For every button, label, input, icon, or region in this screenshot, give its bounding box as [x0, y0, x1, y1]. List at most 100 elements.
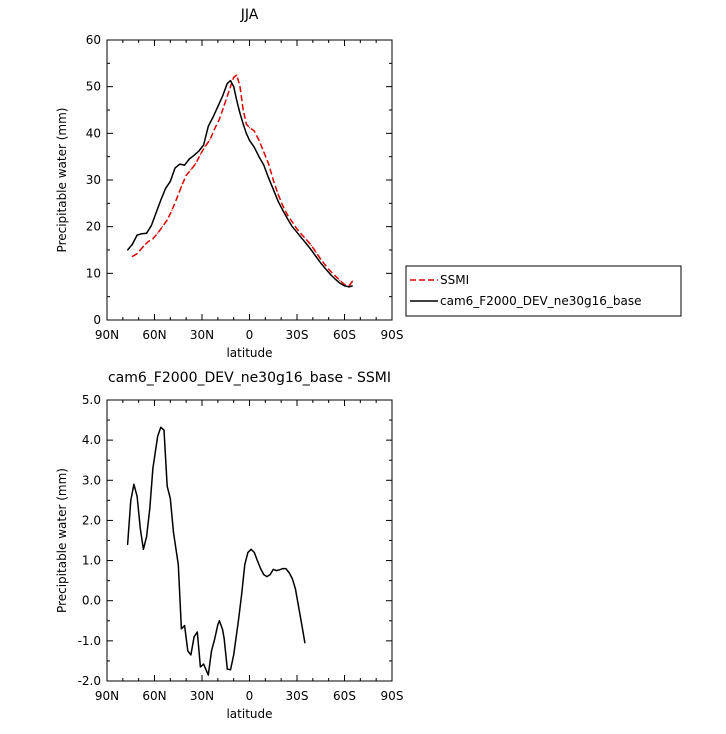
data-point	[199, 666, 202, 668]
data-point	[130, 499, 132, 501]
data-point	[282, 205, 284, 207]
data-point	[149, 507, 151, 509]
data-point	[188, 158, 190, 160]
data-point	[236, 74, 238, 76]
data-point	[172, 531, 175, 534]
data-point	[291, 226, 293, 228]
data-point	[320, 258, 322, 260]
data-point	[198, 150, 200, 152]
data-point	[160, 426, 162, 428]
data-point	[334, 278, 336, 280]
y-tick-label: 5.0	[82, 393, 101, 407]
data-point	[250, 548, 252, 550]
data-point	[133, 483, 135, 485]
data-point	[291, 578, 293, 580]
data-point	[320, 262, 322, 264]
y-tick-label: 2.0	[82, 513, 101, 527]
data-point	[240, 594, 243, 596]
data-point	[248, 139, 251, 141]
data-point	[187, 650, 189, 652]
data-point	[185, 174, 187, 176]
x-tick-label: 90N	[95, 689, 119, 703]
data-point	[176, 198, 178, 200]
data-point	[190, 654, 192, 656]
data-point	[136, 495, 138, 497]
data-point	[285, 568, 287, 570]
data-point	[253, 130, 255, 132]
x-tick-label: 90S	[381, 689, 404, 703]
data-point	[263, 574, 265, 576]
y-tick-label: 3.0	[82, 473, 101, 487]
legend-label: cam6_F2000_DEV_ne30g16_base	[440, 294, 642, 308]
data-point	[267, 177, 270, 179]
data-point	[233, 76, 235, 78]
data-point	[237, 620, 240, 622]
x-tick-label: 60S	[333, 689, 356, 703]
data-point	[126, 543, 129, 546]
data-point	[152, 238, 154, 240]
data-point	[126, 249, 129, 251]
x-tick-label: 0	[246, 689, 254, 703]
data-point	[202, 663, 205, 665]
x-tick-label: 30S	[286, 328, 309, 342]
data-point	[272, 179, 274, 181]
data-point	[226, 82, 228, 84]
data-point	[223, 104, 225, 106]
x-tick-label: 30N	[190, 689, 214, 703]
data-point	[272, 568, 274, 571]
data-point	[196, 631, 198, 633]
data-point	[221, 95, 224, 97]
data-point	[214, 638, 216, 640]
data-point	[259, 568, 262, 570]
data-point	[171, 209, 173, 211]
legend-label: SSMI	[440, 273, 469, 287]
x-tick-label: 60N	[142, 689, 166, 703]
data-point	[193, 154, 195, 156]
data-point	[305, 239, 308, 241]
data-point	[242, 109, 244, 111]
data-point	[310, 249, 312, 251]
data-point	[294, 588, 297, 590]
data-point	[339, 279, 341, 281]
data-point	[152, 467, 154, 469]
data-point	[275, 570, 278, 572]
data-point	[199, 153, 202, 155]
data-point	[296, 231, 298, 233]
y-tick-label: 30	[86, 173, 101, 187]
y-tick-label: 4.0	[82, 433, 101, 447]
data-point	[329, 270, 331, 272]
data-point	[155, 212, 157, 214]
data-point	[351, 280, 354, 282]
data-point	[267, 163, 270, 165]
data-point	[348, 286, 350, 288]
data-point	[218, 118, 221, 120]
data-point	[296, 228, 298, 230]
plot-frame-2	[106, 399, 393, 682]
data-point	[161, 226, 164, 228]
x-tick-label: 30S	[286, 689, 309, 703]
data-point	[145, 535, 148, 538]
data-point	[202, 144, 205, 146]
data-point	[207, 125, 209, 127]
data-point	[218, 620, 221, 622]
y-axis-label: Precipitable water (mm)	[55, 468, 69, 613]
data-point	[324, 264, 327, 266]
data-point	[339, 282, 341, 284]
data-point	[291, 221, 293, 223]
data-point	[142, 548, 145, 550]
y-tick-label: 40	[86, 126, 101, 140]
data-point	[169, 180, 171, 182]
data-point	[131, 243, 133, 245]
data-point	[209, 139, 211, 141]
data-point	[301, 624, 303, 626]
data-point	[245, 123, 247, 125]
data-point	[301, 237, 303, 239]
data-point	[278, 569, 281, 571]
data-point	[141, 233, 143, 235]
data-point	[242, 123, 244, 125]
plot-frame-1	[106, 39, 393, 321]
data-point	[282, 209, 284, 211]
x-tick-label: 60N	[142, 328, 166, 342]
data-point	[348, 284, 350, 287]
